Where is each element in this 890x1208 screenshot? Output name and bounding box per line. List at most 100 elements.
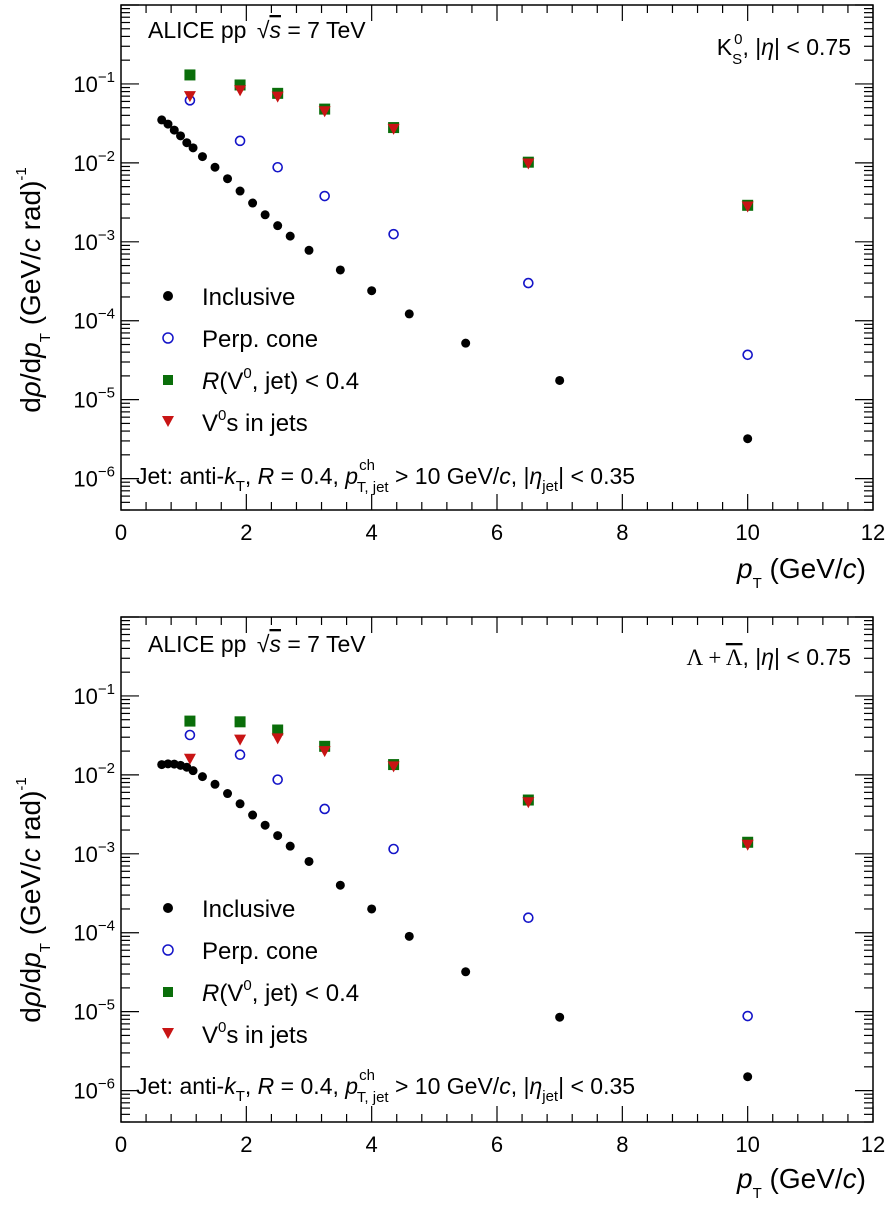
data-point-inclusive	[163, 119, 173, 129]
y-tick-label: 10−1	[73, 69, 115, 97]
legend-label-r-v0-jet: R(V0, jet) < 0.4	[202, 365, 359, 395]
data-point-inclusive	[273, 221, 283, 231]
axis-ticks	[120, 616, 874, 1123]
data-point-v0-in-jets	[183, 91, 196, 103]
data-point-inclusive	[404, 309, 414, 319]
data-point-r-v0-jet	[184, 69, 196, 81]
data-point-inclusive	[223, 174, 233, 184]
data-markers	[157, 69, 754, 444]
data-point-inclusive	[248, 810, 258, 820]
particle-label: Λ + Λ, |η| < 0.75	[687, 644, 851, 670]
legend-label-inclusive: Inclusive	[202, 284, 295, 311]
data-point-inclusive	[743, 1072, 753, 1082]
data-point-perp-cone	[523, 912, 534, 924]
data-point-inclusive	[555, 1012, 565, 1022]
data-point-perp-cone	[272, 161, 283, 173]
data-point-inclusive	[235, 799, 245, 809]
data-point-inclusive	[367, 286, 377, 296]
legend-label-inclusive: Inclusive	[202, 896, 295, 923]
y-tick-label: 10−4	[73, 918, 115, 946]
y-tick-label: 10−2	[73, 148, 115, 176]
data-point-inclusive	[169, 125, 179, 135]
y-axis-title: dρ/dpT (GeV/c rad)-1	[13, 777, 54, 1023]
data-point-inclusive	[335, 265, 345, 275]
legend-marker-inclusive	[163, 903, 173, 913]
jet-selection-label: Jet: anti-kT, R = 0.4, pch T, jet > 10 Ge…	[136, 457, 635, 496]
axis-tick-labels: 0 2 4 6 8 10 12 10−6 10−5 10−4 10−3 10−2 10−1	[73, 681, 885, 1157]
y-tick-label: 10−5	[73, 997, 115, 1025]
data-point-perp-cone	[319, 190, 330, 202]
data-point-inclusive	[461, 967, 471, 977]
legend-marker-inclusive	[163, 291, 173, 301]
legend-marker-v0-in-jets	[162, 416, 174, 427]
collaboration-label: ALICE pp √s = 7 TeV	[148, 17, 366, 43]
data-point-inclusive	[461, 338, 471, 348]
data-point-v0-in-jets	[234, 734, 247, 746]
data-point-inclusive	[197, 772, 207, 782]
data-point-r-v0-jet	[184, 715, 196, 727]
x-tick-label: 10	[735, 1132, 759, 1157]
x-tick-label: 4	[366, 520, 378, 545]
data-point-v0-in-jets	[318, 106, 331, 118]
legend-label-v0-in-jets: V0s in jets	[202, 407, 308, 437]
y-tick-label: 10−1	[73, 681, 115, 709]
data-point-perp-cone	[272, 774, 283, 785]
data-point-v0-in-jets	[387, 123, 400, 135]
panel-bottom: 0 2 4 6 8 10 12 10−6 10−5 10−4 10−3 10−2 10−1 ALICE …	[13, 616, 885, 1202]
legend-marker-r-v0-jet	[163, 375, 173, 385]
data-point-inclusive	[555, 375, 565, 385]
y-tick-label: 10−6	[73, 1076, 115, 1104]
y-tick-label: 10−2	[73, 760, 115, 788]
data-point-inclusive	[188, 766, 198, 776]
data-point-inclusive	[176, 131, 186, 141]
legend-label-perp-cone: Perp. cone	[202, 938, 318, 965]
data-point-perp-cone	[742, 1010, 753, 1022]
data-point-v0-in-jets	[741, 201, 754, 213]
data-point-r-v0-jet	[234, 79, 246, 91]
data-point-inclusive	[197, 152, 207, 162]
particle-label: KS0, |η| < 0.75	[717, 31, 851, 68]
x-tick-label: 4	[366, 1132, 378, 1157]
data-point-perp-cone	[184, 729, 196, 741]
data-point-v0-in-jets	[271, 91, 284, 103]
data-point-inclusive	[210, 162, 220, 172]
data-point-perp-cone	[388, 228, 399, 240]
data-point-inclusive	[210, 779, 220, 789]
legend-marker-r-v0-jet	[163, 987, 173, 997]
y-tick-label: 10−4	[73, 306, 115, 334]
legend-marker-perp-cone	[162, 944, 174, 956]
data-point-perp-cone	[234, 135, 246, 147]
x-tick-label: 0	[115, 1132, 127, 1157]
y-tick-label: 10−3	[73, 227, 115, 255]
data-point-inclusive	[235, 186, 245, 196]
data-point-inclusive	[260, 820, 270, 830]
legend-marker-perp-cone	[162, 332, 174, 344]
y-axis-title: dρ/dpT (GeV/c rad)-1	[13, 167, 54, 413]
axis-ticks	[120, 4, 874, 511]
x-tick-label: 8	[616, 1132, 628, 1157]
data-point-inclusive	[223, 789, 233, 799]
data-markers	[157, 715, 754, 1082]
x-axis-title: pT (GeV/c)	[736, 553, 866, 592]
collaboration-label: ALICE pp √s = 7 TeV	[148, 631, 366, 657]
legend: Inclusive Perp. cone R(V0, jet) < 0.4 V0…	[162, 284, 359, 437]
legend-label-perp-cone: Perp. cone	[202, 326, 318, 353]
data-point-v0-in-jets	[522, 797, 535, 809]
x-tick-label: 2	[240, 520, 252, 545]
axis-tick-labels: 0 2 4 6 8 10 12 10−6 10−5 10−4 10−3 10−2 10−1	[73, 69, 885, 545]
panel-top: 0 2 4 6 8 10 12 10−6 10−5 10−4 10−3 10−2 10−1 ALICE …	[13, 4, 885, 592]
data-point-inclusive	[304, 856, 314, 866]
data-point-perp-cone	[523, 277, 534, 289]
data-point-inclusive	[367, 904, 377, 914]
data-point-inclusive	[335, 880, 345, 890]
data-point-inclusive	[743, 434, 753, 444]
data-point-inclusive	[273, 831, 283, 841]
x-tick-label: 6	[491, 1132, 503, 1157]
legend: Inclusive Perp. cone R(V0, jet) < 0.4 V0…	[162, 896, 359, 1049]
data-point-inclusive	[404, 931, 414, 941]
x-tick-label: 0	[115, 520, 127, 545]
y-tick-label: 10−5	[73, 385, 115, 413]
x-tick-label: 12	[861, 520, 885, 545]
data-point-v0-in-jets	[183, 753, 196, 765]
